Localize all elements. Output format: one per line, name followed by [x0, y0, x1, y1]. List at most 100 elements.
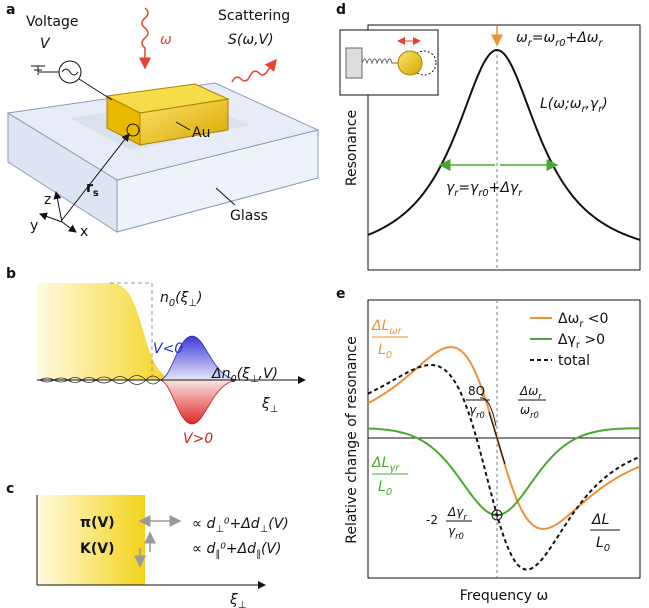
frac-num: ΔLωr: [371, 318, 403, 337]
text-part: Δω: [558, 311, 579, 327]
text-part: Δγ: [447, 505, 464, 519]
l-label: L(ω;ωr,γr): [540, 96, 608, 115]
panel-label: d: [336, 2, 346, 18]
text-part: Δγ: [558, 332, 576, 348]
legend-label: Δωr <0: [558, 311, 608, 330]
text-part: <0: [583, 311, 608, 327]
omega-label: ω: [160, 32, 172, 48]
text-part: Δω: [519, 384, 538, 398]
wall: [346, 48, 362, 78]
v-label: V: [40, 36, 51, 52]
text-part: ξ: [229, 592, 238, 608]
frac-den: L0: [596, 535, 610, 554]
prefix: -2: [426, 513, 438, 527]
n0-label: n0(ξ⊥): [160, 290, 202, 309]
text-part: ⁰+Δd: [224, 516, 260, 532]
text-part: ΔL: [371, 455, 389, 471]
text-part: n: [160, 290, 169, 306]
omega-r-label: ωr=ωr0+Δωr: [516, 30, 604, 49]
density: [37, 283, 176, 380]
axis-label: y: [30, 218, 38, 234]
frac-den: L0: [378, 342, 392, 361]
text-part: (ξ: [237, 366, 250, 382]
lobe-positive: [160, 380, 238, 424]
text-part: ): [196, 290, 202, 306]
text-part: ω: [520, 403, 530, 417]
text-part: >0: [580, 332, 605, 348]
frac-num: 8Q: [468, 384, 485, 398]
text-part: Δn: [211, 366, 230, 382]
y-title: Resonance: [344, 110, 360, 186]
text-part: total: [558, 353, 590, 369]
text-part: r0: [555, 38, 565, 49]
page: body{margin:0;width:649px;height:608px;o…: [0, 0, 649, 608]
vpos-label: V>0: [183, 431, 213, 447]
text-part: r0: [455, 531, 464, 541]
frac-den: γr0: [469, 403, 485, 420]
frac-num: ΔLγr: [371, 455, 400, 474]
text-part: (V): [268, 516, 289, 532]
text-part: r: [599, 38, 604, 49]
panel-label: a: [6, 2, 15, 18]
axis-label: x: [80, 224, 88, 240]
frac-den: ωr0: [520, 403, 539, 420]
wire: [79, 79, 112, 100]
figure: a rs z y x Au Glass Voltage V ω Scatteri…: [0, 0, 649, 608]
voltage-label: Voltage: [26, 14, 79, 30]
text-part: ⊥: [260, 524, 269, 535]
text-part: γr: [389, 463, 400, 474]
panel-label: e: [336, 286, 346, 302]
surface: [37, 495, 145, 585]
au-label: Au: [192, 125, 210, 141]
text-part: r0: [476, 410, 485, 420]
gamma-r-label: γr=γr0+Δγr: [446, 180, 523, 199]
axis-y: [40, 214, 62, 222]
text-part: ⊥: [250, 374, 259, 385]
frac-num: ΔL: [591, 512, 609, 528]
ground: [31, 66, 59, 74]
axis-label: z: [44, 192, 51, 208]
body: {"a":{"label":"a","voltage":"Voltage","V…: [0, 0, 649, 608]
text-part: (V): [261, 541, 282, 557]
text-part: (ξ: [175, 290, 188, 306]
legend-label: Δγr >0: [558, 332, 605, 351]
legend-label: total: [558, 353, 590, 369]
text-part: +Δγ: [489, 180, 519, 196]
text-part: ∝ d: [192, 516, 215, 532]
frac-den: L0: [378, 479, 392, 498]
text-part: 0: [386, 350, 392, 361]
frac-num: Δωr: [519, 384, 542, 401]
frac-num: Δγr: [447, 505, 467, 522]
x-title: Frequency ω: [460, 588, 549, 604]
text-part: r0: [478, 188, 488, 199]
frac: ΔLωr L0: [371, 318, 408, 361]
text-part: r0: [530, 410, 539, 420]
text-part: ,V): [259, 366, 279, 382]
pi-label: π(V): [80, 515, 115, 531]
text-part: ,γ: [585, 96, 598, 112]
text-part: r: [518, 188, 523, 199]
text-part: L(ω;ω: [540, 96, 582, 112]
xi-label: ξ⊥: [261, 396, 278, 415]
d-perp-label: ∝ d⊥⁰+Δd⊥(V): [192, 516, 289, 535]
axis-x: [62, 222, 76, 232]
text-part: 0: [386, 487, 392, 498]
text-part: ): [601, 96, 607, 112]
vneg-label: V<0: [153, 341, 183, 357]
text-part: ξ: [261, 396, 270, 412]
text-part: ω: [516, 30, 528, 46]
text-part: 0: [604, 543, 610, 554]
xi-label: ξ⊥: [229, 592, 246, 608]
text-part: ⊥: [238, 600, 247, 608]
text-part: ⊥: [215, 524, 224, 535]
frac-den: γr0: [448, 524, 464, 541]
text-part: L: [596, 535, 604, 551]
panel-label: c: [6, 481, 14, 497]
text-part: ∝ d: [192, 541, 215, 557]
text-part: L: [378, 342, 386, 358]
scattering-label: Scattering: [218, 8, 290, 24]
curve-gamma: [368, 428, 640, 515]
text-part: s: [93, 188, 99, 199]
panel-label: b: [6, 266, 16, 282]
y-title: Relative change of resonance: [344, 336, 360, 543]
